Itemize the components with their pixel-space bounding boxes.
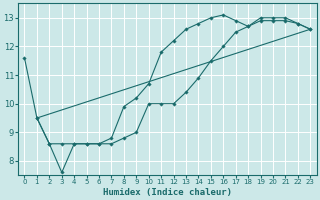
X-axis label: Humidex (Indice chaleur): Humidex (Indice chaleur) (103, 188, 232, 197)
